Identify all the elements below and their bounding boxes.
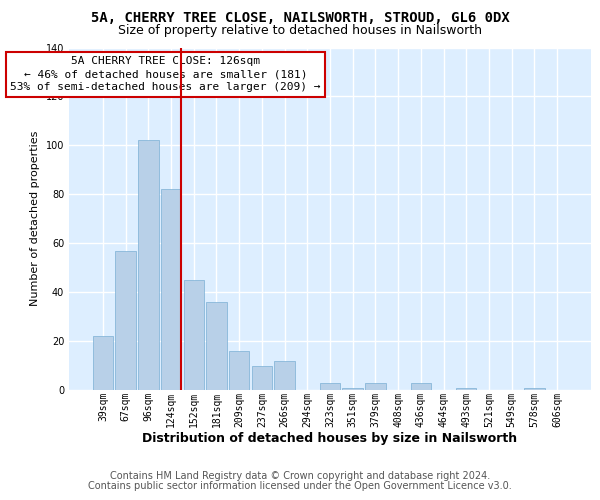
Bar <box>229 351 250 390</box>
X-axis label: Distribution of detached houses by size in Nailsworth: Distribution of detached houses by size … <box>142 432 518 445</box>
Text: 5A CHERRY TREE CLOSE: 126sqm
← 46% of detached houses are smaller (181)
53% of s: 5A CHERRY TREE CLOSE: 126sqm ← 46% of de… <box>10 56 321 92</box>
Y-axis label: Number of detached properties: Number of detached properties <box>30 131 40 306</box>
Bar <box>456 388 476 390</box>
Text: Contains public sector information licensed under the Open Government Licence v3: Contains public sector information licen… <box>88 481 512 491</box>
Bar <box>410 382 431 390</box>
Bar <box>138 140 158 390</box>
Bar <box>93 336 113 390</box>
Bar <box>343 388 363 390</box>
Bar <box>320 382 340 390</box>
Text: 5A, CHERRY TREE CLOSE, NAILSWORTH, STROUD, GL6 0DX: 5A, CHERRY TREE CLOSE, NAILSWORTH, STROU… <box>91 11 509 25</box>
Bar <box>251 366 272 390</box>
Bar <box>115 250 136 390</box>
Bar <box>161 190 181 390</box>
Bar <box>365 382 386 390</box>
Bar <box>184 280 204 390</box>
Text: Size of property relative to detached houses in Nailsworth: Size of property relative to detached ho… <box>118 24 482 37</box>
Text: Contains HM Land Registry data © Crown copyright and database right 2024.: Contains HM Land Registry data © Crown c… <box>110 471 490 481</box>
Bar <box>206 302 227 390</box>
Bar <box>524 388 545 390</box>
Bar <box>274 360 295 390</box>
